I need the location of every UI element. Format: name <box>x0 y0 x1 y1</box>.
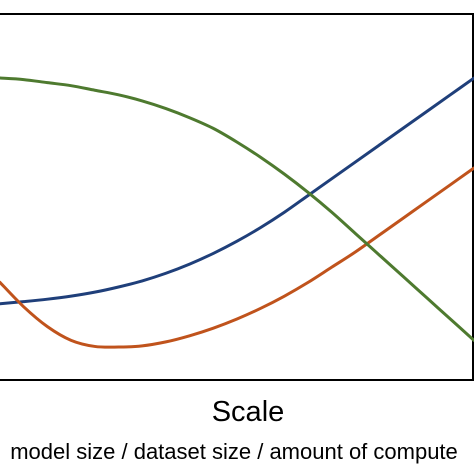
series-line-1 <box>0 76 474 306</box>
x-axis-subtitle: model size / dataset size / amount of co… <box>10 439 458 464</box>
series-layer <box>0 76 474 349</box>
x-axis-title: Scale <box>212 396 285 428</box>
plot-frame <box>0 13 474 381</box>
series-line-2 <box>0 166 474 349</box>
series-line-3 <box>0 76 474 342</box>
